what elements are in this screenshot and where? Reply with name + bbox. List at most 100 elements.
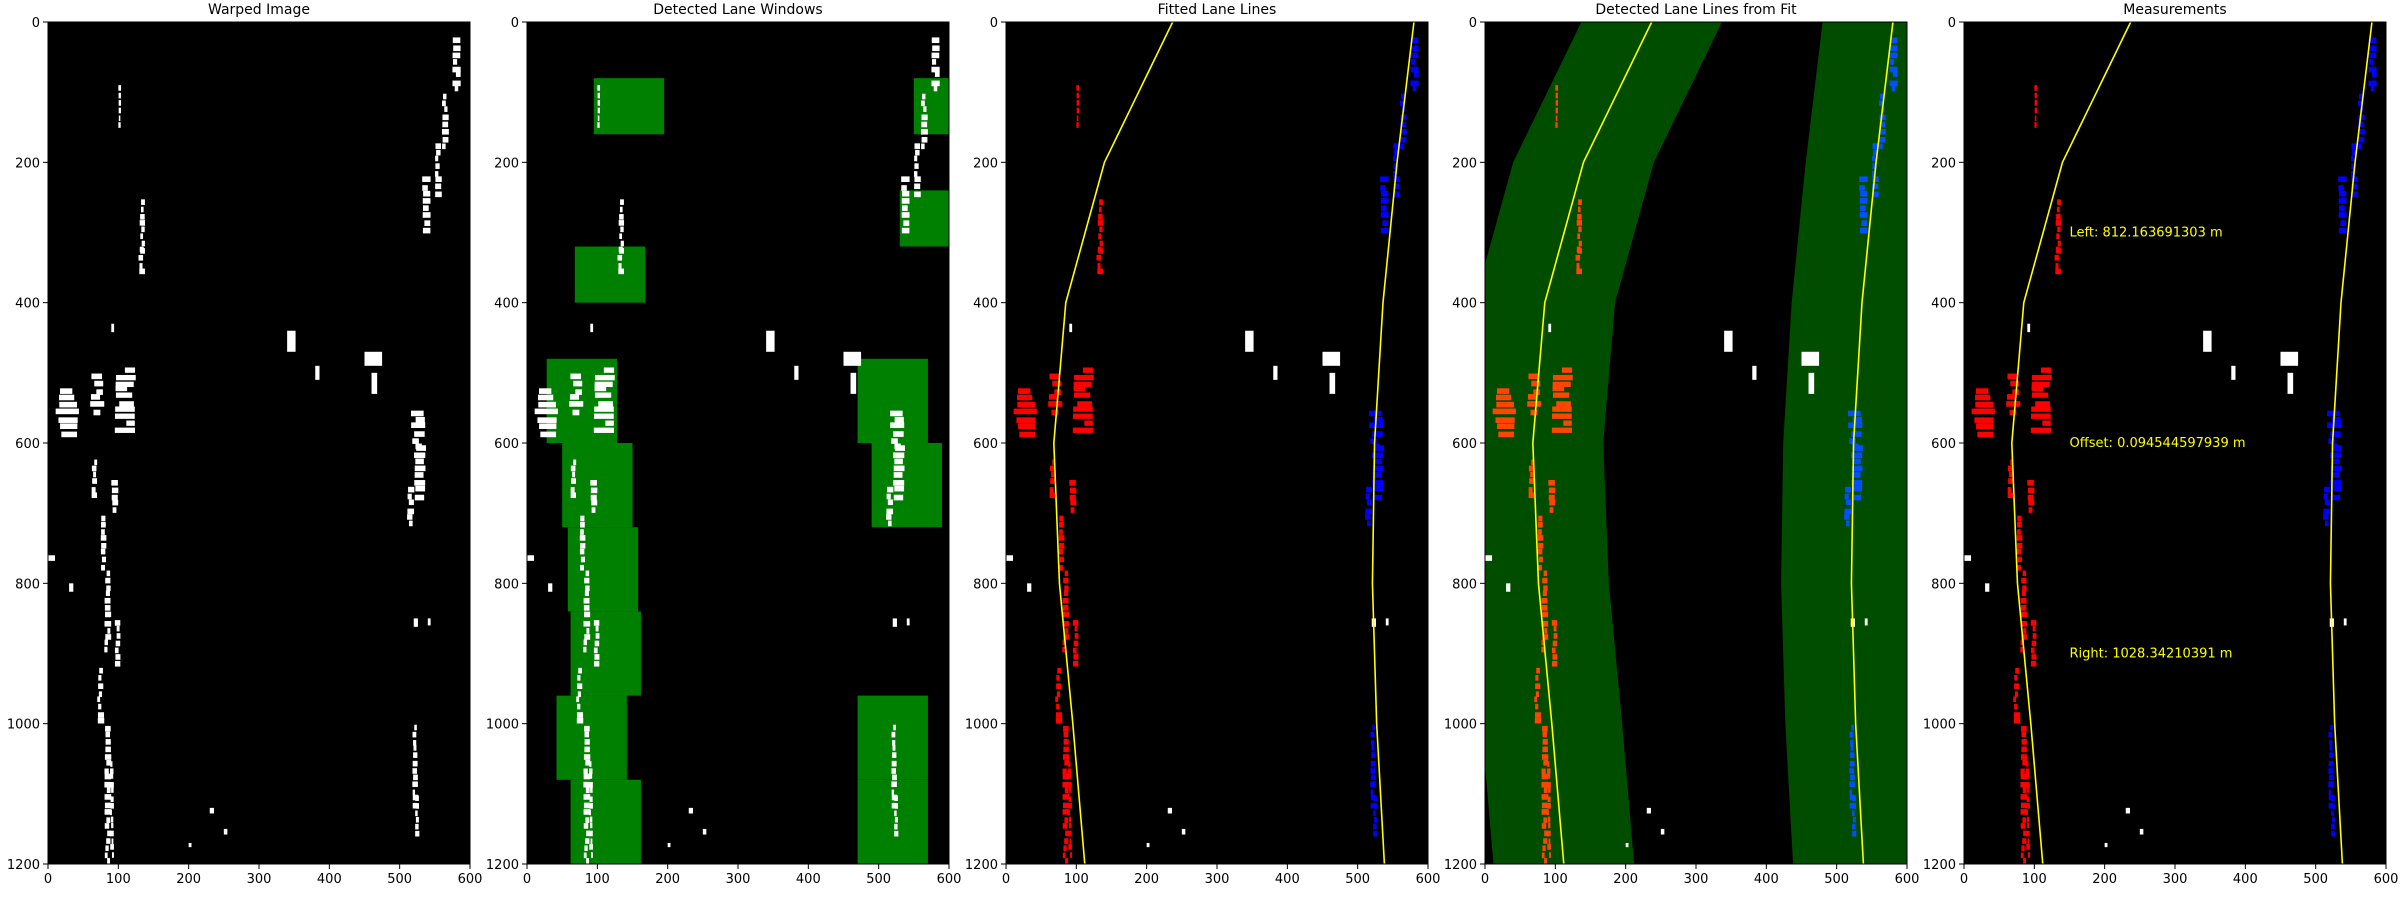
left-lane-pixels [583, 754, 591, 760]
right-lane-pixels [1371, 745, 1375, 751]
left-lane-pixels [2021, 577, 2027, 584]
left-lane-pixels [594, 385, 607, 392]
left-lane-pixels [1072, 620, 1079, 626]
right-lane-pixels [408, 486, 415, 493]
left-lane-pixels [1535, 675, 1539, 681]
left-lane-pixels [1068, 768, 1072, 775]
y-tick-label: 0 [32, 16, 40, 31]
left-lane-pixels [2021, 739, 2027, 745]
right-lane-pixels [1860, 190, 1868, 197]
left-lane-pixels [1547, 761, 1550, 767]
left-lane-pixels [570, 373, 582, 380]
left-lane-pixels [60, 388, 73, 394]
right-lane-pixels [1380, 205, 1387, 211]
right-lane-pixels [1889, 52, 1898, 59]
right-lane-pixels [2358, 114, 2365, 121]
left-lane-pixels [2026, 768, 2030, 775]
left-lane-pixels [1072, 647, 1077, 654]
x-tick-label: 100 [1543, 872, 1568, 887]
left-lane-pixels [105, 634, 112, 640]
left-lane-pixels [1528, 373, 1540, 380]
x-tick-label: 400 [317, 872, 342, 887]
y-tick-label: 800 [1452, 577, 1477, 592]
right-lane-pixels [1849, 438, 1856, 444]
right-lane-pixels [435, 143, 442, 149]
left-lane-pixels [2017, 529, 2021, 535]
x-tick-label: 200 [655, 872, 680, 887]
right-lane-pixels [414, 494, 425, 501]
right-lane-pixels [895, 445, 905, 451]
left-lane-pixels [618, 268, 624, 275]
left-lane-pixels [1063, 739, 1069, 745]
right-lane-pixels [1859, 212, 1868, 218]
left-lane-pixels [1073, 381, 1092, 388]
x-tick-label: 500 [1345, 872, 1370, 887]
left-lane-pixels [1542, 731, 1548, 738]
right-lane-pixels [1852, 810, 1855, 817]
left-lane-pixels [106, 838, 111, 844]
left-lane-pixels [1537, 535, 1544, 541]
left-lane-pixels [1552, 381, 1571, 388]
left-lane-pixels [583, 823, 589, 829]
y-tick-label: 400 [1452, 297, 1477, 312]
left-lane-pixels [118, 122, 121, 128]
left-lane-pixels [1097, 246, 1102, 253]
right-lane-pixels [2323, 493, 2328, 500]
right-lane-pixels [1371, 752, 1376, 758]
left-lane-pixels [1548, 494, 1555, 501]
left-lane-pixels [1974, 417, 1994, 423]
right-lane-pixels [1393, 143, 1400, 149]
right-lane-pixels [891, 768, 897, 774]
left-lane-pixels [569, 401, 584, 407]
left-lane-pixels [110, 782, 114, 788]
noise-pixels [315, 365, 320, 380]
left-lane-pixels [2027, 838, 2030, 845]
left-lane-pixels [1547, 768, 1551, 775]
left-lane-pixels [589, 796, 593, 803]
right-lane-pixels [2338, 212, 2347, 218]
left-lane-pixels [1544, 858, 1548, 864]
right-lane-pixels [901, 176, 910, 183]
left-lane-pixels [141, 226, 145, 233]
left-lane-pixels [1496, 401, 1514, 408]
left-lane-pixels [1052, 380, 1062, 387]
left-lane-pixels [2015, 667, 2019, 674]
left-lane-pixels [1542, 590, 1547, 597]
y-tick-label: 200 [15, 156, 40, 171]
right-lane-pixels [1382, 220, 1389, 226]
right-lane-pixels [415, 816, 419, 823]
left-lane-pixels [1067, 773, 1072, 779]
right-lane-pixels [414, 724, 417, 731]
right-lane-pixels [435, 155, 439, 162]
left-lane-pixels [93, 471, 97, 478]
right-lane-pixels [1401, 93, 1405, 100]
right-search-margin [1781, 22, 1907, 864]
left-lane-pixels [593, 620, 600, 626]
left-lane-pixels [584, 725, 590, 732]
x-tick-label: 100 [106, 872, 131, 887]
left-lane-pixels [1546, 809, 1549, 816]
left-lane-pixels [111, 494, 118, 501]
left-lane-pixels [1070, 499, 1077, 506]
right-lane-pixels [2338, 205, 2345, 211]
left-lane-pixels [106, 817, 111, 823]
left-lane-pixels [2027, 494, 2034, 501]
left-lane-pixels [2020, 852, 2024, 859]
right-lane-pixels [422, 176, 431, 183]
left-lane-pixels [2030, 620, 2037, 626]
right-lane-pixels [2351, 155, 2355, 162]
left-lane-pixels [1541, 768, 1546, 775]
left-lane-pixels [1073, 392, 1091, 398]
right-lane-pixels [1372, 431, 1383, 437]
right-lane-pixels [1845, 499, 1851, 506]
right-lane-pixels [914, 163, 919, 169]
left-lane-window [574, 246, 646, 303]
left-lane-pixels [2031, 406, 2051, 412]
y-tick-label: 1200 [7, 858, 40, 873]
left-lane-pixels [1069, 838, 1072, 845]
right-lane-pixels [415, 823, 419, 830]
left-lane-pixels [595, 625, 599, 632]
right-lane-pixels [1872, 176, 1879, 182]
x-tick-label: 300 [247, 872, 272, 887]
left-lane-window [570, 779, 641, 864]
